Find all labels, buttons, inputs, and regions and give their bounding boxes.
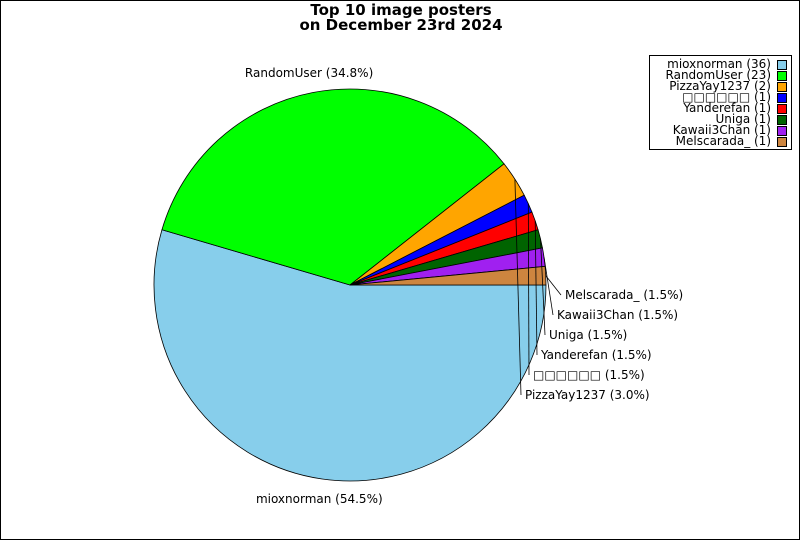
pie-slice-0 xyxy=(153,229,547,482)
legend-label-7: Melscarada_ (1) xyxy=(675,134,771,148)
legend-swatch-1 xyxy=(777,70,787,81)
pie-label-0: mioxnorman (54.5%) xyxy=(256,492,383,506)
legend-item-1: RandomUser (23) xyxy=(652,68,787,82)
legend-item-5: Uniga (1) xyxy=(652,112,787,126)
chart-subtitle: on December 23rd 2024 xyxy=(299,16,503,34)
pie-labels: mioxnorman (54.5%) RandomUser (34.8%) Mels… xyxy=(245,66,683,506)
legend-item-2: PizzaYay1237 (2) xyxy=(652,79,787,93)
pie-slice-1 xyxy=(161,88,505,286)
pie-label-5: Uniga (1.5%) xyxy=(549,328,627,342)
pie-label-2: PizzaYay1237 (3.0%) xyxy=(525,388,650,402)
legend-item-4: Yanderefan (1) xyxy=(652,101,787,115)
pie-leader-lines xyxy=(514,178,562,396)
pie-leader-line-2 xyxy=(514,178,522,396)
legend-label-0: mioxnorman (36) xyxy=(667,57,771,71)
pie-label-1: RandomUser (34.8%) xyxy=(245,66,373,80)
legend-label-5: Uniga (1) xyxy=(715,112,771,126)
legend-label-1: RandomUser (23) xyxy=(665,68,771,82)
pie-leader-line-7 xyxy=(545,275,562,296)
chart-title-block: Top 10 image posters on December 23rd 20… xyxy=(1,1,799,34)
chart-title: Top 10 image posters xyxy=(310,1,492,19)
legend-swatch-5 xyxy=(777,114,787,125)
pie-label-6: Kawaii3Chan (1.5%) xyxy=(557,308,678,322)
pie-label-4: Yanderefan (1.5%) xyxy=(540,348,652,362)
legend-swatch-7 xyxy=(777,136,787,147)
pie-leader-line-5 xyxy=(540,238,546,336)
legend-swatch-2 xyxy=(777,81,787,92)
pie-leader-line-3 xyxy=(527,203,530,376)
pie-label-3: □□□□□□ (1.5%) xyxy=(533,368,645,382)
legend-label-3: □□□□□□ (1) xyxy=(682,90,771,104)
legend-swatch-6 xyxy=(777,125,787,136)
chart-legend: mioxnorman (36) RandomUser (23) PizzaYay12… xyxy=(649,55,792,150)
pie-slices xyxy=(153,88,547,482)
legend-item-6: Kawaii3Chan (1) xyxy=(652,123,787,137)
pie-leader-line-4 xyxy=(534,220,538,356)
legend-label-2: PizzaYay1237 (2) xyxy=(669,79,771,93)
legend-label-6: Kawaii3Chan (1) xyxy=(672,123,771,137)
legend-swatch-4 xyxy=(777,103,787,114)
legend-label-4: Yanderefan (1) xyxy=(683,101,771,115)
legend-swatch-3 xyxy=(777,92,787,103)
legend-swatch-0 xyxy=(777,59,787,70)
legend-item-3: □□□□□□ (1) xyxy=(652,90,787,104)
pie-label-7: Melscarada_ (1.5%) xyxy=(565,288,683,302)
pie-leader-line-6 xyxy=(543,257,554,316)
legend-item-7: Melscarada_ (1) xyxy=(652,134,787,148)
legend-item-0: mioxnorman (36) xyxy=(652,57,787,71)
